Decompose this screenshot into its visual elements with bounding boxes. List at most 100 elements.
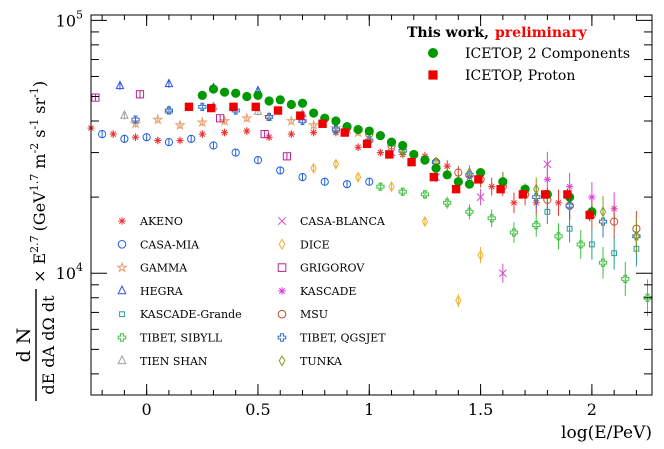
x-tick-label: 2 xyxy=(587,400,597,419)
data-point xyxy=(320,177,329,186)
data-point xyxy=(464,179,475,189)
data-point xyxy=(399,146,406,159)
legend-entry-kascade-grande: KASCADE-Grande xyxy=(119,308,242,321)
data-point xyxy=(209,141,218,150)
legend-entry-tunka: TUNKA xyxy=(278,355,343,368)
data-point xyxy=(354,171,362,183)
data-point xyxy=(554,199,563,207)
data-point xyxy=(242,91,252,102)
main-legend: This work, preliminary ICETOP, 2 Componen… xyxy=(407,25,630,84)
legend-label: HEGRA xyxy=(140,285,184,298)
data-point xyxy=(240,112,253,124)
legend-marker xyxy=(117,240,127,249)
data-point xyxy=(376,182,385,191)
data-point xyxy=(331,125,340,134)
legend-marker xyxy=(117,284,127,295)
data-point xyxy=(633,230,640,242)
data-point xyxy=(216,114,225,123)
data-point xyxy=(282,152,292,161)
data-point xyxy=(198,102,207,111)
data-point xyxy=(296,111,305,120)
legend-marker xyxy=(118,217,126,225)
data-point xyxy=(98,129,107,139)
data-point xyxy=(115,80,125,90)
y-axis-label-fraction-den: dE dA dΩ dt xyxy=(39,295,58,395)
data-point xyxy=(451,184,461,194)
data-point xyxy=(465,170,474,179)
data-point xyxy=(610,217,619,226)
x-tick-label: 1.5 xyxy=(468,400,493,419)
series-casa-mia xyxy=(98,129,374,189)
legend-marker xyxy=(278,287,286,295)
data-point xyxy=(131,115,140,124)
data-point xyxy=(566,225,573,232)
legend-label: TIBET, QGSJET xyxy=(300,332,386,345)
legend-entry-tibet-qgsjet: TIBET, QGSJET xyxy=(277,332,386,345)
legend-label: DICE xyxy=(300,238,330,251)
legend-marker xyxy=(117,333,127,342)
legend-entry-kascade: KASCADE xyxy=(278,285,356,298)
data-point xyxy=(532,193,541,202)
y-axis-label: d N dE dA dΩ dt × E2.7(GeV1.7 m-2 s-1 sr… xyxy=(13,81,58,401)
data-point xyxy=(198,130,206,138)
data-point xyxy=(643,293,652,302)
data-point xyxy=(453,177,463,187)
y-tick-label: 104 xyxy=(56,261,83,283)
data-point xyxy=(273,106,283,115)
legend-entry-dice: DICE xyxy=(278,238,330,251)
data-point xyxy=(510,199,518,207)
legend-label: AKENO xyxy=(139,215,183,228)
data-point xyxy=(331,116,341,126)
data-point xyxy=(496,184,505,194)
legend-label: MSU xyxy=(300,308,328,321)
legend-marker xyxy=(428,70,438,80)
legend-marker xyxy=(277,216,287,226)
data-point xyxy=(365,177,374,186)
data-point xyxy=(187,134,196,143)
data-point xyxy=(585,210,594,220)
experiments-legend: AKENO CASA-MIA GAMMA HEGRA KASCADE-Grande TIB… xyxy=(115,215,386,368)
data-point xyxy=(318,119,327,128)
data-point xyxy=(307,119,320,131)
y-tick: 105 xyxy=(56,8,652,30)
data-point xyxy=(543,160,552,169)
data-point xyxy=(442,170,452,180)
data-point xyxy=(276,166,285,175)
data-point xyxy=(342,180,352,189)
data-point xyxy=(407,157,416,167)
data-point xyxy=(231,148,240,157)
data-point xyxy=(207,103,216,113)
data-point xyxy=(229,102,238,112)
data-point xyxy=(443,162,451,170)
data-point xyxy=(260,129,269,139)
legend-marker xyxy=(278,355,286,367)
data-point xyxy=(91,93,100,102)
data-point xyxy=(218,114,231,127)
x-tick-label: 1 xyxy=(364,400,374,419)
data-point xyxy=(540,190,550,199)
y-tick: 104 xyxy=(56,261,652,283)
y-axis-label-units: × E2.7(GeV1.7 m-2 s-1 sr-1) xyxy=(28,81,49,283)
data-point xyxy=(362,139,372,148)
data-point xyxy=(119,109,129,119)
data-point xyxy=(488,183,496,191)
legend-label: GRIGOROV xyxy=(300,262,365,275)
data-point xyxy=(498,177,508,187)
data-point xyxy=(220,128,229,137)
legend-label: CASA-BLANCA xyxy=(300,215,386,228)
data-point xyxy=(264,112,274,122)
x-tick-label: 0 xyxy=(142,400,152,419)
data-point xyxy=(275,95,285,105)
series-grigorov xyxy=(91,90,292,161)
y-axis-label-fraction-num: d N xyxy=(13,328,35,363)
data-point xyxy=(310,162,317,174)
data-point xyxy=(599,206,607,218)
data-point xyxy=(231,88,241,98)
data-point xyxy=(340,128,349,137)
data-point xyxy=(409,149,419,160)
data-point xyxy=(532,221,541,230)
data-point xyxy=(487,214,496,223)
data-point xyxy=(375,131,386,141)
data-point xyxy=(164,106,174,115)
data-point xyxy=(543,175,551,184)
